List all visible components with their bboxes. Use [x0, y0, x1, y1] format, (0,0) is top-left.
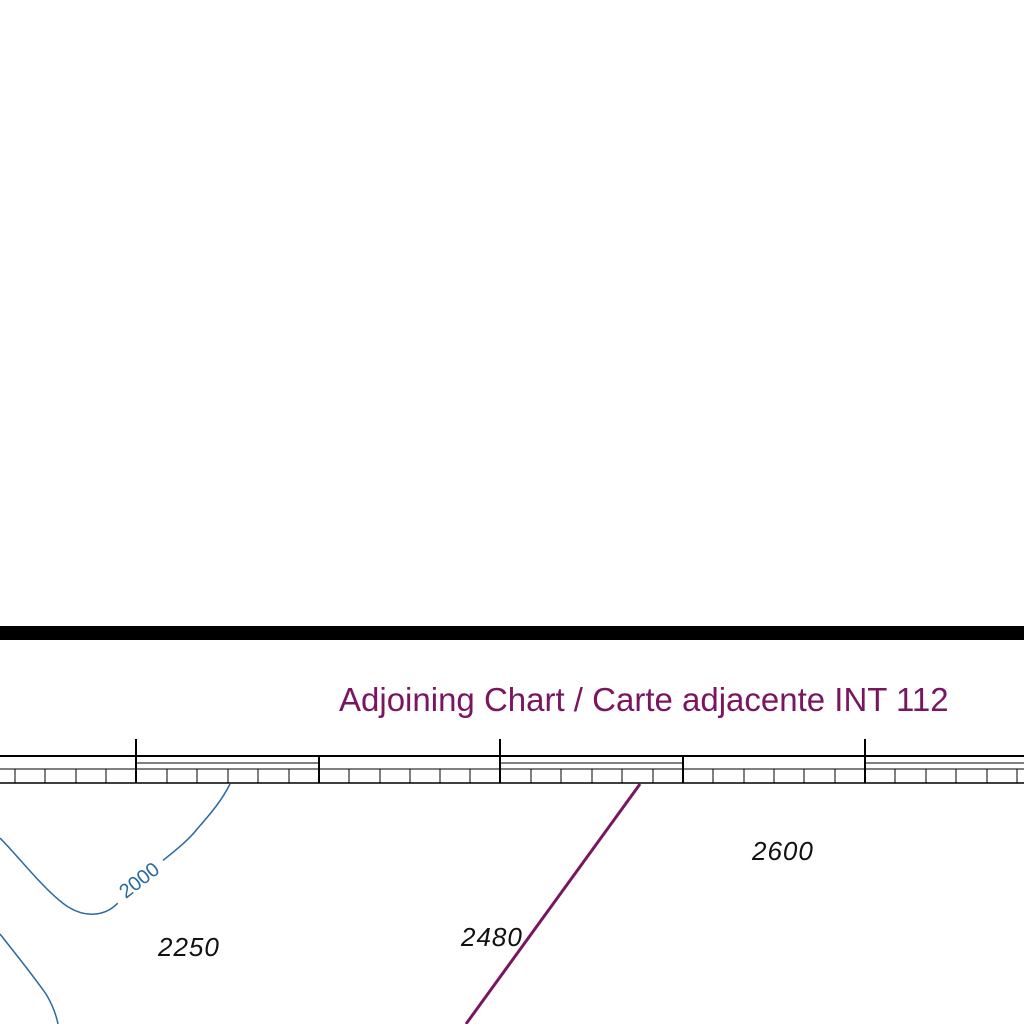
depth-contour-line-lower	[0, 933, 59, 1024]
sounding-2250: 2250	[157, 932, 220, 962]
adjoining-chart-label[interactable]: Adjoining Chart / Carte adjacente INT 11…	[339, 681, 949, 718]
sounding-2600: 2600	[751, 836, 814, 866]
chart-border-line	[0, 626, 1024, 640]
sounding-2480: 2480	[460, 922, 523, 952]
depth-contour-line	[0, 783, 231, 915]
latitude-scale-bar	[0, 739, 1024, 784]
boundary-line	[464, 783, 642, 1024]
